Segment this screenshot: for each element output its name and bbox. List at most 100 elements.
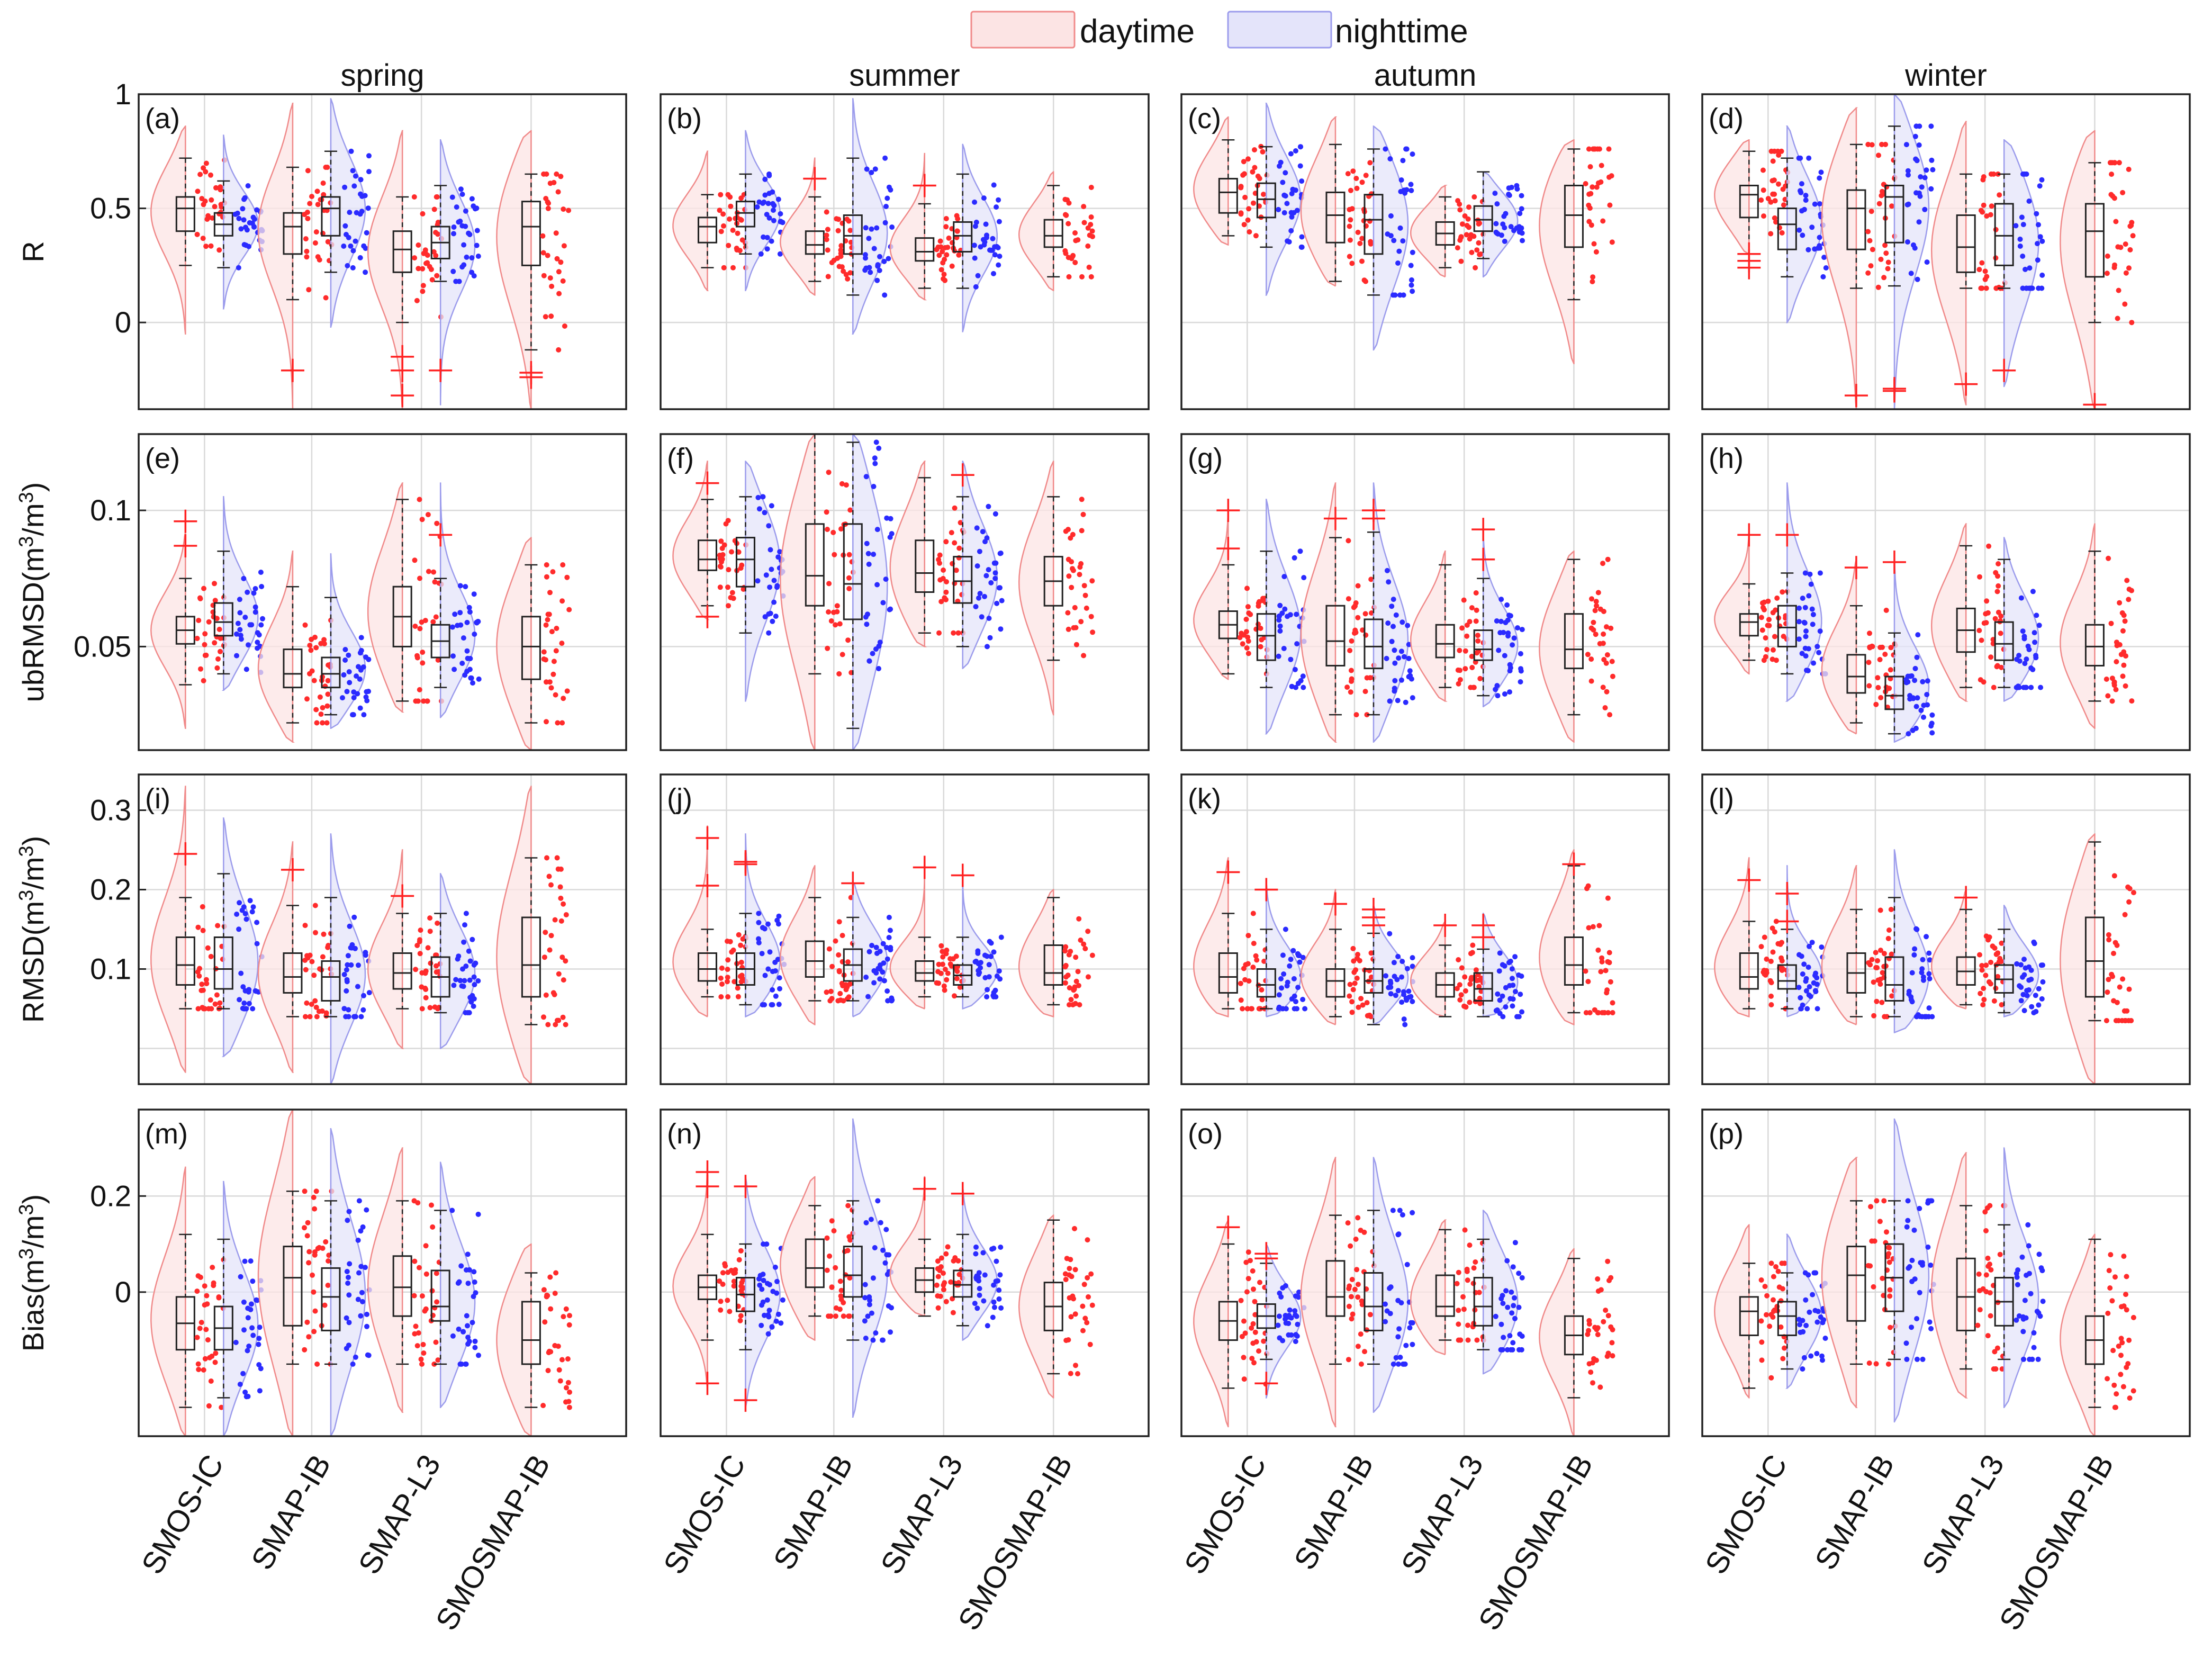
panel-n-smap-ib-day-point bbox=[837, 1278, 843, 1284]
panel-i-smap-l3-night-point bbox=[455, 956, 461, 962]
panel-l-smos-ic-night-point bbox=[1807, 984, 1812, 989]
panel-n-smap-ib-night-point bbox=[883, 1227, 889, 1232]
panel-f-smap-l3-night-point bbox=[988, 580, 994, 585]
panel-c-smos-ic-day-point bbox=[1247, 229, 1252, 235]
panel-i-smap-ib-night-point bbox=[344, 967, 349, 972]
panel-c-smap-l3-night-point bbox=[1511, 228, 1516, 233]
panel-l-smos-ic-night-point bbox=[1819, 944, 1825, 950]
panel-a-smap-l3-night-point bbox=[469, 196, 475, 202]
panel-b-smosmap-ib-day-point bbox=[1088, 274, 1094, 280]
panel-j-smap-ib-night-point bbox=[880, 969, 886, 975]
panel-k-smap-ib-night-point bbox=[1410, 963, 1415, 969]
panel-a-smos-ic-night-point bbox=[245, 183, 251, 188]
panel-f-smap-ib-day-point bbox=[825, 645, 830, 651]
panel-o-smap-l3-night-point bbox=[1498, 1347, 1504, 1353]
panel-o-smosmap-ib-day-point bbox=[1588, 1369, 1594, 1375]
panel-h-smap-l3-day-point bbox=[1978, 677, 1983, 683]
panel-f-smos-ic-night-point bbox=[771, 599, 777, 605]
panel-k-smos-ic-night-point bbox=[1293, 999, 1298, 1004]
panel-p-group-smos-ic bbox=[1714, 1224, 1828, 1399]
panel-l-smap-ib-day-point bbox=[1889, 993, 1895, 999]
panel-g-smosmap-ib-day-point bbox=[1592, 608, 1598, 614]
panel-m-smap-l3-night-point bbox=[475, 1211, 481, 1217]
panel-p-smos-ic-night-point bbox=[1822, 1336, 1828, 1341]
panel-p-smos-ic-day-point bbox=[1758, 1318, 1764, 1324]
panel-g-smap-ib-night-point bbox=[1391, 597, 1396, 602]
panel-n-smos-ic-day-point bbox=[718, 1307, 724, 1313]
panel-n-smap-l3-day-point bbox=[935, 1274, 941, 1279]
panel-a-smap-l3-night-point bbox=[449, 194, 455, 200]
panel-i-group-smos-ic bbox=[150, 786, 265, 1073]
panel-n-smap-ib-night-point bbox=[863, 1336, 869, 1341]
panel-k-smap-ib-night-point bbox=[1402, 1022, 1408, 1028]
panel-g-smap-ib-night-point bbox=[1393, 612, 1399, 618]
panel-n-smos-ic-day-point bbox=[737, 1318, 743, 1323]
panel-j-smap-ib-day-point bbox=[835, 998, 841, 1004]
panel-d-smos-ic-night-point bbox=[1801, 206, 1807, 212]
panel-n-smosmap-ib-day-point bbox=[1073, 1363, 1078, 1368]
panel-n-smap-l3-night-point bbox=[991, 1246, 997, 1251]
panel-n-smos-ic-night-point bbox=[760, 1299, 766, 1305]
panel-b-group-smap-l3 bbox=[889, 143, 1003, 332]
panel-a-smap-l3-night-point bbox=[451, 224, 457, 230]
panel-g-smosmap-ib-day-violin bbox=[1539, 551, 1575, 743]
panel-p-smos-ic-day-point bbox=[1764, 1293, 1770, 1299]
panel-n-smap-ib-day-point bbox=[829, 1218, 835, 1224]
panel-e-ytick-label: 0.1 bbox=[90, 493, 131, 527]
panel-g-smap-l3-night-point bbox=[1498, 597, 1504, 602]
panel-g-smosmap-ib-day-point bbox=[1600, 641, 1606, 646]
panel-k-smap-ib-night-point bbox=[1387, 978, 1393, 984]
panel-n-smosmap-ib-day-point bbox=[1072, 1267, 1078, 1273]
panel-c-group-smosmap-ib bbox=[1539, 139, 1615, 365]
panel-p-group-smap-l3 bbox=[1930, 1147, 2046, 1408]
panel-k-smos-ic-night-point bbox=[1291, 976, 1297, 981]
panel-e-smos-ic-night-point bbox=[242, 615, 248, 620]
panel-e-smap-l3-night-point bbox=[449, 624, 455, 630]
panel-a-smap-l3-day-box bbox=[392, 230, 412, 273]
panel-p-smosmap-ib-day-point bbox=[2105, 1376, 2110, 1382]
panel-h-smos-ic-night-point bbox=[1800, 596, 1805, 601]
panel-f-smap-ib-day-point bbox=[834, 603, 840, 609]
panel-o-smap-l3-night-box bbox=[1473, 1277, 1493, 1327]
panel-e-smap-ib-day-point bbox=[313, 645, 319, 651]
panel-l-smos-ic-day-point bbox=[1769, 925, 1775, 931]
panel-o-smos-ic-day-point bbox=[1245, 1276, 1251, 1282]
panel-l-smosmap-ib-day-point bbox=[2106, 937, 2112, 943]
panel-m-smap-ib-night-point bbox=[346, 1275, 351, 1280]
panel-n-smos-ic-night-point bbox=[766, 1308, 772, 1313]
panel-k-smap-l3-day-point bbox=[1477, 1001, 1483, 1006]
panel-a-smap-ib-day-point bbox=[314, 188, 320, 194]
panel-b-smosmap-ib-day-point bbox=[1062, 248, 1068, 254]
panel-n-smap-l3-day-point bbox=[943, 1251, 949, 1257]
panel-d-smap-l3-night-point bbox=[2026, 199, 2032, 204]
panel-a-smos-ic-night-point bbox=[243, 224, 248, 230]
panel-i-smos-ic-day-point bbox=[200, 927, 206, 933]
panel-e-smos-ic-night-point bbox=[251, 590, 257, 596]
panel-a-smos-ic-day-point bbox=[212, 204, 218, 210]
panel-d-smap-l3-day-point bbox=[1989, 203, 1994, 209]
panel-b-smosmap-ib-day-point bbox=[1066, 200, 1072, 206]
panel-b-smap-l3-night-point bbox=[991, 271, 996, 276]
panel-k-smos-ic-night-point bbox=[1279, 985, 1284, 991]
panel-k-smos-ic-day-point bbox=[1261, 958, 1267, 964]
panel-e-smos-ic-day-point bbox=[194, 636, 200, 641]
panel-m-smap-l3-day-point bbox=[430, 1224, 436, 1230]
panel-n-smosmap-ib-day-point bbox=[1080, 1328, 1086, 1333]
panel-g-smap-l3-day-point bbox=[1457, 647, 1462, 653]
panel-o-smap-ib-night-point bbox=[1407, 1325, 1413, 1331]
panel-a-smap-ib-day-point bbox=[325, 239, 331, 245]
panel-c-smap-ib-night-point bbox=[1409, 282, 1414, 288]
panel-p-smosmap-ib-day-point bbox=[2120, 1384, 2126, 1390]
panel-b-smos-ic-night-point bbox=[778, 211, 783, 217]
panel-k-smos-ic-night-point bbox=[1280, 1006, 1286, 1012]
panel-a-smos-ic-night-point bbox=[238, 226, 244, 232]
panel-p-smap-ib-day-point bbox=[1886, 1251, 1892, 1257]
panel-f-smap-ib-night-point bbox=[883, 576, 889, 582]
panel-g-smap-l3-night-point bbox=[1518, 666, 1523, 672]
panel-c-smos-ic-day-point bbox=[1260, 149, 1266, 155]
panel-g-smosmap-ib-day-point bbox=[1588, 678, 1594, 684]
panel-a-smap-ib-night-point bbox=[363, 246, 368, 251]
panel-k-smap-l3-night-point bbox=[1512, 954, 1518, 960]
panel-m-smap-ib-night-point bbox=[358, 1313, 364, 1319]
panel-i-smap-l3-day-point bbox=[428, 960, 434, 966]
